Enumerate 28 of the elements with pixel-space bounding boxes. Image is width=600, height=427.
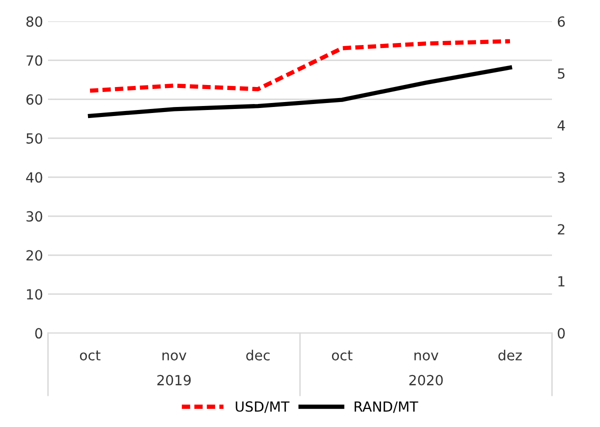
- text: 2019: [157, 374, 191, 386]
- legend-label: USD/MT: [236, 401, 290, 413]
- y2-tick-label: 2: [558, 224, 564, 234]
- x-tick-label: oct: [332, 350, 352, 360]
- x-tick-label: nov: [162, 352, 186, 360]
- line-series: [88, 66, 512, 118]
- y-tick-label: 20: [26, 250, 42, 261]
- y-tick-label: 10: [26, 289, 42, 300]
- line-series: [88, 39, 512, 93]
- x-tick-label: nov: [414, 352, 438, 360]
- legend-label: RAND/MT: [354, 401, 418, 413]
- x-tick-label: oct: [80, 350, 100, 360]
- y-tick-label: 50: [26, 133, 42, 144]
- y-tick-label: 40: [26, 172, 42, 183]
- y-tick-label: 60: [26, 94, 42, 105]
- y-tick-label: 80: [26, 16, 42, 27]
- text: 2020: [409, 374, 443, 386]
- y2-tick-label: 0: [558, 328, 565, 339]
- y2-tick-label: 6: [558, 16, 565, 27]
- y-tick-label: 30: [26, 211, 42, 222]
- y2-tick-label: 4: [558, 120, 565, 131]
- y2-tick-label: 3: [558, 172, 565, 183]
- y2-tick-label: 1: [558, 276, 564, 286]
- y-tick-label: 70: [26, 55, 42, 66]
- x-tick-label: dez: [498, 350, 522, 360]
- x-tick-label: dec: [246, 350, 270, 360]
- y-tick-label: 0: [35, 328, 42, 339]
- y2-tick-label: 5: [558, 68, 564, 79]
